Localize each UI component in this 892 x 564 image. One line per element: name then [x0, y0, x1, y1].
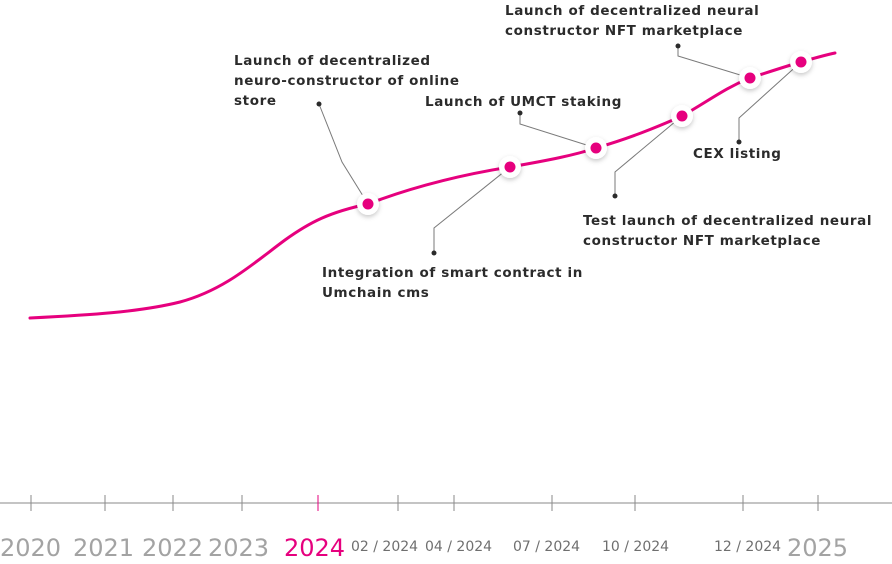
leader-line-4 [614, 115, 683, 196]
milestone-label: Test launch of decentralized neural cons… [583, 213, 877, 249]
leader-end-dot-5 [675, 43, 681, 49]
milestone-marker[interactable] [671, 105, 693, 127]
timeline-month-label: 02 / 2024 [351, 539, 418, 555]
timeline-month-label: 07 / 2024 [513, 539, 580, 555]
leader-end-dot-6 [736, 139, 742, 145]
leader-line-2 [433, 166, 511, 253]
timeline-year-label: 2023 [208, 534, 269, 562]
milestone-label: CEX listing [693, 146, 781, 162]
milestone-label: Launch of decentralized neural construct… [505, 3, 765, 39]
timeline-year-label: 2024 [284, 534, 345, 562]
timeline-year-label: 2022 [142, 534, 203, 562]
milestone-marker[interactable] [357, 193, 379, 215]
milestone-marker[interactable] [739, 67, 761, 89]
milestone-marker[interactable] [499, 156, 521, 178]
leader-end-dot-2 [431, 250, 437, 256]
timeline-year-label: 2025 [787, 534, 848, 562]
timeline-ticks [30, 495, 819, 511]
leader-end-dot-3 [517, 110, 523, 116]
leader-line-5 [677, 46, 751, 79]
leader-line-3 [519, 113, 597, 149]
milestone-marker[interactable] [585, 137, 607, 159]
milestone-marker[interactable] [790, 51, 812, 73]
leader-line-6 [738, 61, 802, 142]
leader-end-dot-4 [612, 193, 618, 199]
milestone-label: Launch of decentralized neuro-constructo… [234, 53, 465, 109]
timeline-month-label: 04 / 2024 [425, 539, 492, 555]
timeline-month-label: 10 / 2024 [602, 539, 669, 555]
milestone-label: Integration of smart contract in Umchain… [322, 265, 588, 301]
timeline-year-label: 2021 [73, 534, 134, 562]
leader-end-dot-1 [316, 101, 322, 107]
timeline-month-label: 12 / 2024 [714, 539, 781, 555]
leader-line-1 [318, 103, 369, 205]
milestone-label: Launch of UMCT staking [425, 94, 622, 110]
timeline-year-label: 2020 [0, 534, 61, 562]
timeline-labels: 2020 2021 2022 2023 2024 02 / 2024 04 / 2024 07… [0, 534, 848, 562]
